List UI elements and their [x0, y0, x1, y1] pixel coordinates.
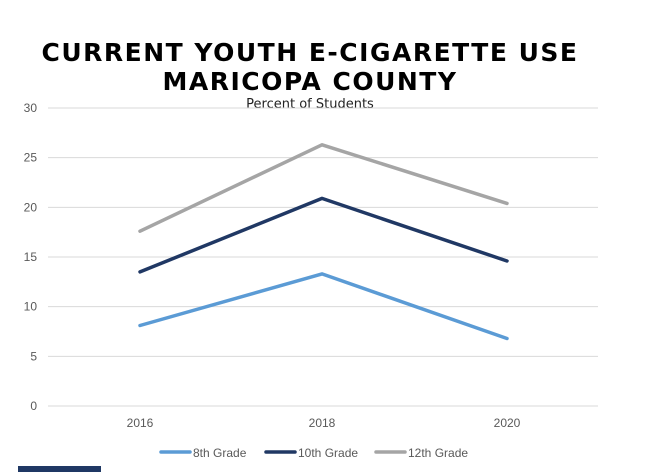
- y-tick-label: 10: [24, 300, 38, 314]
- y-tick-label: 15: [24, 250, 38, 264]
- x-tick-label: 2020: [494, 416, 521, 430]
- x-tick-label: 2016: [127, 416, 154, 430]
- legend: 8th Grade 10th Grade 12th Grade: [159, 446, 468, 460]
- legend-label-10th-grade: 10th Grade: [298, 446, 358, 460]
- series-line-12th-grade: [138, 143, 509, 233]
- chart-title-line-2: MARICOPA COUNTY: [162, 67, 458, 96]
- x-tick-label: 2018: [309, 416, 336, 430]
- series-line-8th-grade: [138, 272, 509, 341]
- series-line-10th-grade: [138, 196, 509, 274]
- gridlines: [48, 107, 598, 407]
- y-tick-label: 5: [30, 349, 37, 363]
- y-tick-label: 30: [24, 101, 38, 115]
- chart-title-line-1: CURRENT YOUTH E-CIGARETTE USE: [41, 38, 579, 67]
- y-tick-label: 0: [30, 399, 37, 413]
- y-tick-label: 20: [24, 200, 38, 214]
- legend-label-12th-grade: 12th Grade: [408, 446, 468, 460]
- series-lines: [138, 143, 509, 341]
- x-axis-ticks: 2016 2018 2020: [127, 416, 521, 430]
- footer-accent-bar: [18, 466, 101, 472]
- y-tick-label: 25: [24, 151, 38, 165]
- y-axis-ticks: 0 5 10 15 20 25 30: [24, 101, 38, 413]
- legend-label-8th-grade: 8th Grade: [193, 446, 247, 460]
